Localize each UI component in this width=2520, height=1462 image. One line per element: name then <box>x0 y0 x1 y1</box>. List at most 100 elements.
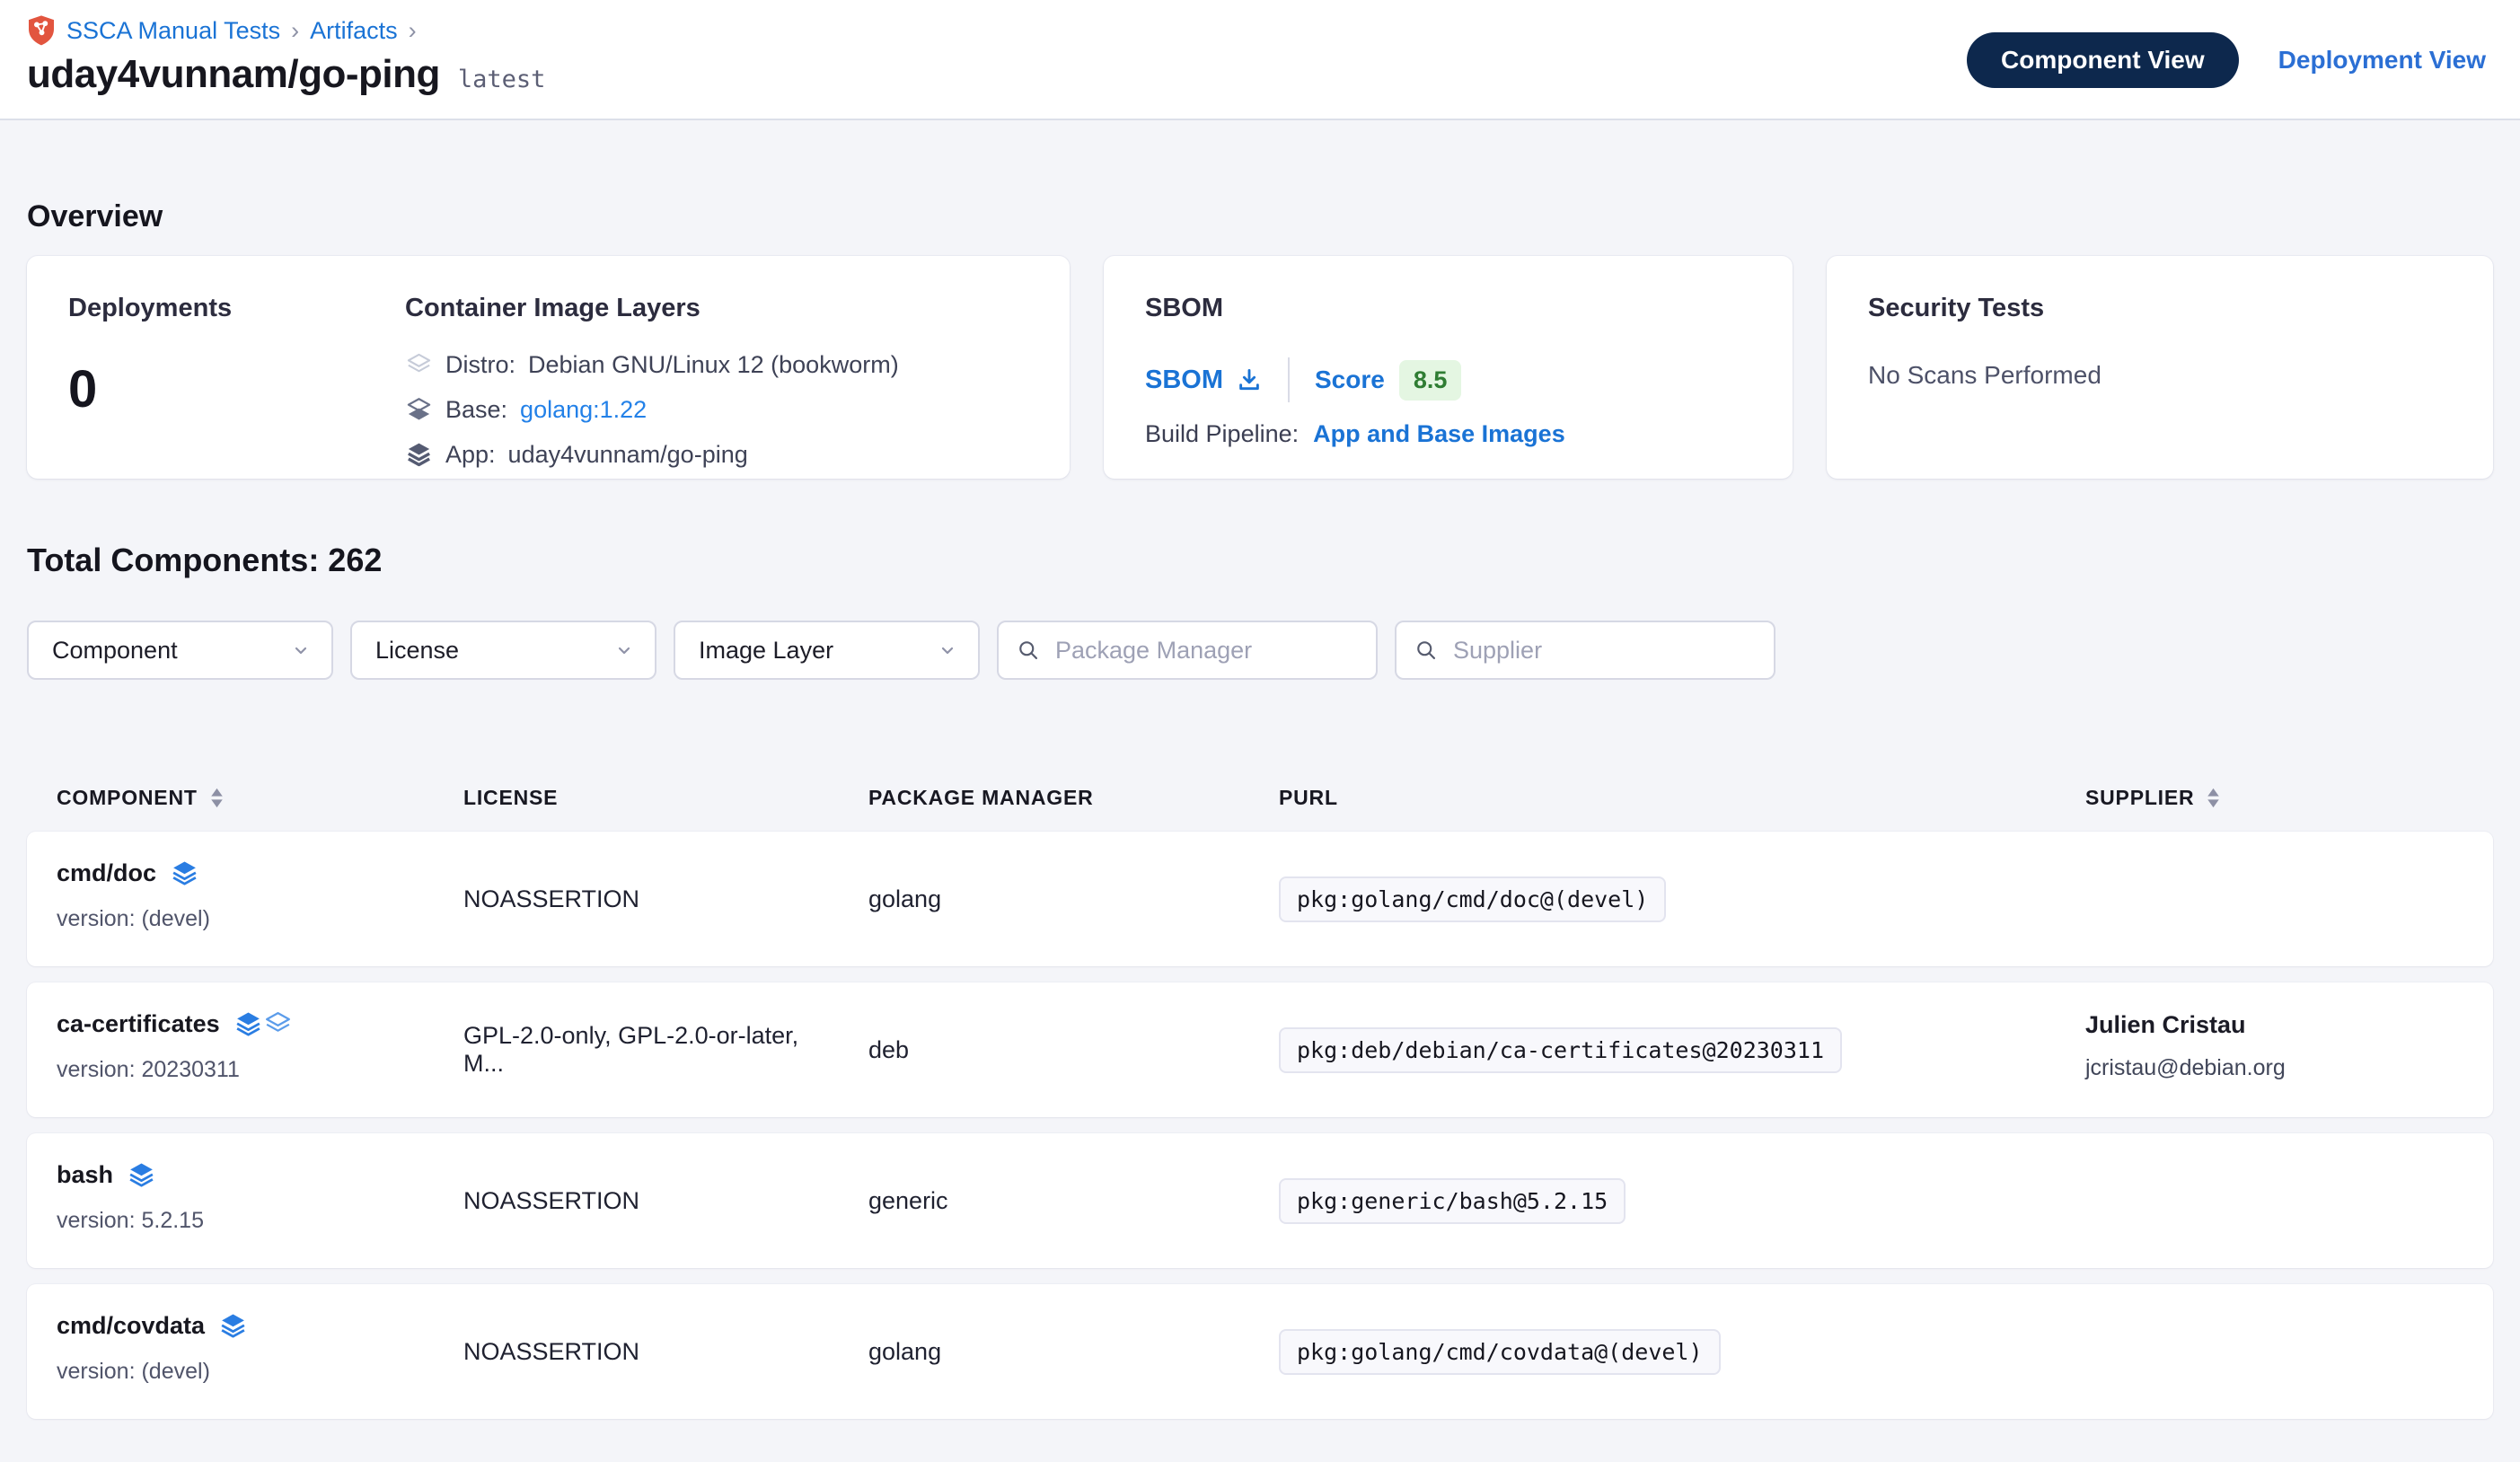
column-header-supplier[interactable]: SUPPLIER <box>2056 786 2493 810</box>
component-icons <box>170 859 199 888</box>
deployments-label: Deployments <box>68 294 233 322</box>
app-layer-row: App: uday4vunnam/go-ping <box>405 438 1028 471</box>
column-header-package-manager: PACKAGE MANAGER <box>868 786 1094 809</box>
sbom-download-link[interactable]: SBOM <box>1145 366 1263 395</box>
breadcrumb-separator: › <box>408 16 417 44</box>
supplier-search <box>1395 621 1775 680</box>
layer-value: Debian GNU/Linux 12 (bookworm) <box>528 350 899 378</box>
distro-icon <box>263 1009 293 1039</box>
purl-value[interactable]: pkg:golang/cmd/doc@(devel) <box>1279 876 1667 922</box>
component-version: version: 20230311 <box>57 1057 240 1082</box>
supplier-name: Julien Cristau <box>2085 1011 2246 1038</box>
license-value: NOASSERTION <box>463 1337 640 1365</box>
table-row[interactable]: cmd/covdata version: (devel) NOASSERTION… <box>27 1284 2493 1419</box>
layer-label: App: <box>445 440 496 468</box>
package-manager-value: golang <box>868 1337 942 1365</box>
dropdown-label: License <box>375 636 460 664</box>
base-layer-row: Base: golang:1.22 <box>405 393 1028 426</box>
layer-label: Base: <box>445 395 508 423</box>
search-icon <box>1414 639 1439 663</box>
table-row[interactable]: ca-certificates version: 20230311 GPL-2.… <box>27 982 2493 1117</box>
layer-label: Distro: <box>445 350 516 378</box>
column-header-component[interactable]: COMPONENT <box>27 786 434 810</box>
package-manager-search <box>997 621 1378 680</box>
container-image-layers-label: Container Image Layers <box>405 294 700 322</box>
breadcrumb-project-link[interactable]: SSCA Manual Tests <box>66 16 281 44</box>
divider <box>1288 357 1290 402</box>
component-icons <box>233 1009 293 1039</box>
search-icon <box>1017 639 1041 663</box>
overview-heading: Overview <box>27 199 163 233</box>
component-version: version: (devel) <box>57 906 210 931</box>
component-icons <box>218 1311 248 1341</box>
sort-icon[interactable] <box>2207 787 2220 809</box>
chevron-down-icon <box>613 639 635 661</box>
deployments-layers-card: Deployments 0 Container Image Layers Dis… <box>27 256 1070 479</box>
image-layer-filter-dropdown[interactable]: Image Layer <box>674 621 980 680</box>
layers-icon <box>233 1009 263 1039</box>
table-row[interactable]: cmd/doc version: (devel) NOASSERTION gol… <box>27 832 2493 966</box>
package-manager-value: golang <box>868 885 942 912</box>
app-layer-icon <box>405 441 433 469</box>
supplier-search-input[interactable] <box>1453 636 1771 665</box>
column-header-license: LICENSE <box>463 786 559 809</box>
score-label: Score <box>1315 366 1385 393</box>
layers-icon <box>170 859 199 888</box>
sort-icon[interactable] <box>210 787 224 809</box>
view-toggle: Component View Deployment View <box>1967 32 2486 88</box>
purl-value[interactable]: pkg:generic/bash@5.2.15 <box>1279 1177 1626 1224</box>
download-icon <box>1236 366 1263 393</box>
package-manager-value: deb <box>868 1035 910 1063</box>
base-layer-icon <box>405 396 433 424</box>
component-name: bash <box>57 1161 114 1188</box>
sbom-card-title: SBOM <box>1145 294 1223 322</box>
page-header: SSCA Manual Tests › Artifacts › uday4vun… <box>0 0 2520 120</box>
license-filter-dropdown[interactable]: License <box>350 621 656 680</box>
base-image-link[interactable]: golang:1.22 <box>520 395 648 423</box>
build-pipeline-label: Build Pipeline: <box>1145 420 1300 447</box>
purl-value[interactable]: pkg:deb/debian/ca-certificates@20230311 <box>1279 1026 1842 1073</box>
component-filter-dropdown[interactable]: Component <box>27 621 333 680</box>
license-value: NOASSERTION <box>463 885 640 912</box>
deployment-view-button[interactable]: Deployment View <box>2278 46 2486 74</box>
component-version: version: 5.2.15 <box>57 1208 204 1233</box>
package-manager-search-input[interactable] <box>1055 636 1373 665</box>
ssca-shield-icon <box>27 14 56 47</box>
sbom-card: SBOM SBOM Score 8.5 Build <box>1104 256 1793 479</box>
deployments-count: 0 <box>68 360 98 418</box>
layers-icon <box>127 1160 156 1190</box>
component-version: version: (devel) <box>57 1359 210 1384</box>
dropdown-label: Image Layer <box>699 636 834 664</box>
component-name: cmd/doc <box>57 859 157 886</box>
security-empty-text: No Scans Performed <box>1868 361 2101 389</box>
total-components-heading: Total Components: 262 <box>27 542 383 578</box>
security-tests-card: Security Tests No Scans Performed <box>1827 256 2493 479</box>
breadcrumb-separator: › <box>291 16 300 44</box>
component-name: cmd/covdata <box>57 1312 206 1339</box>
license-value: GPL-2.0-only, GPL-2.0-or-later, M... <box>463 1022 799 1077</box>
dropdown-label: Component <box>52 636 178 664</box>
component-view-button[interactable]: Component View <box>1967 32 2239 88</box>
page-title: uday4vunnam/go-ping <box>27 52 440 96</box>
column-header-purl: PURL <box>1279 786 1338 809</box>
breadcrumb-artifacts-link[interactable]: Artifacts <box>310 16 398 44</box>
chevron-down-icon <box>937 639 958 661</box>
distro-layer-icon <box>405 351 433 379</box>
purl-value[interactable]: pkg:golang/cmd/covdata@(devel) <box>1279 1328 1721 1375</box>
layer-value: uday4vunnam/go-ping <box>507 440 748 468</box>
components-table: COMPONENT LICENSE PACKAGE MANAGER PURL S… <box>27 786 2493 1419</box>
breadcrumb: SSCA Manual Tests › Artifacts › <box>27 14 417 47</box>
build-pipeline-link[interactable]: App and Base Images <box>1313 420 1565 447</box>
security-tests-title: Security Tests <box>1868 294 2045 322</box>
package-manager-value: generic <box>868 1186 948 1214</box>
supplier-email: jcristau@debian.org <box>2085 1055 2286 1080</box>
score-badge: 8.5 <box>1398 359 1462 401</box>
table-row[interactable]: bash version: 5.2.15 NOASSERTION generic… <box>27 1133 2493 1268</box>
table-body: cmd/doc version: (devel) NOASSERTION gol… <box>27 832 2493 1419</box>
layers-icon <box>218 1311 248 1341</box>
artifact-tag: latest <box>457 66 546 93</box>
component-icons <box>127 1160 156 1190</box>
chevron-down-icon <box>290 639 312 661</box>
filters-bar: Component License Image Layer <box>27 621 2493 680</box>
component-name: ca-certificates <box>57 1010 220 1037</box>
